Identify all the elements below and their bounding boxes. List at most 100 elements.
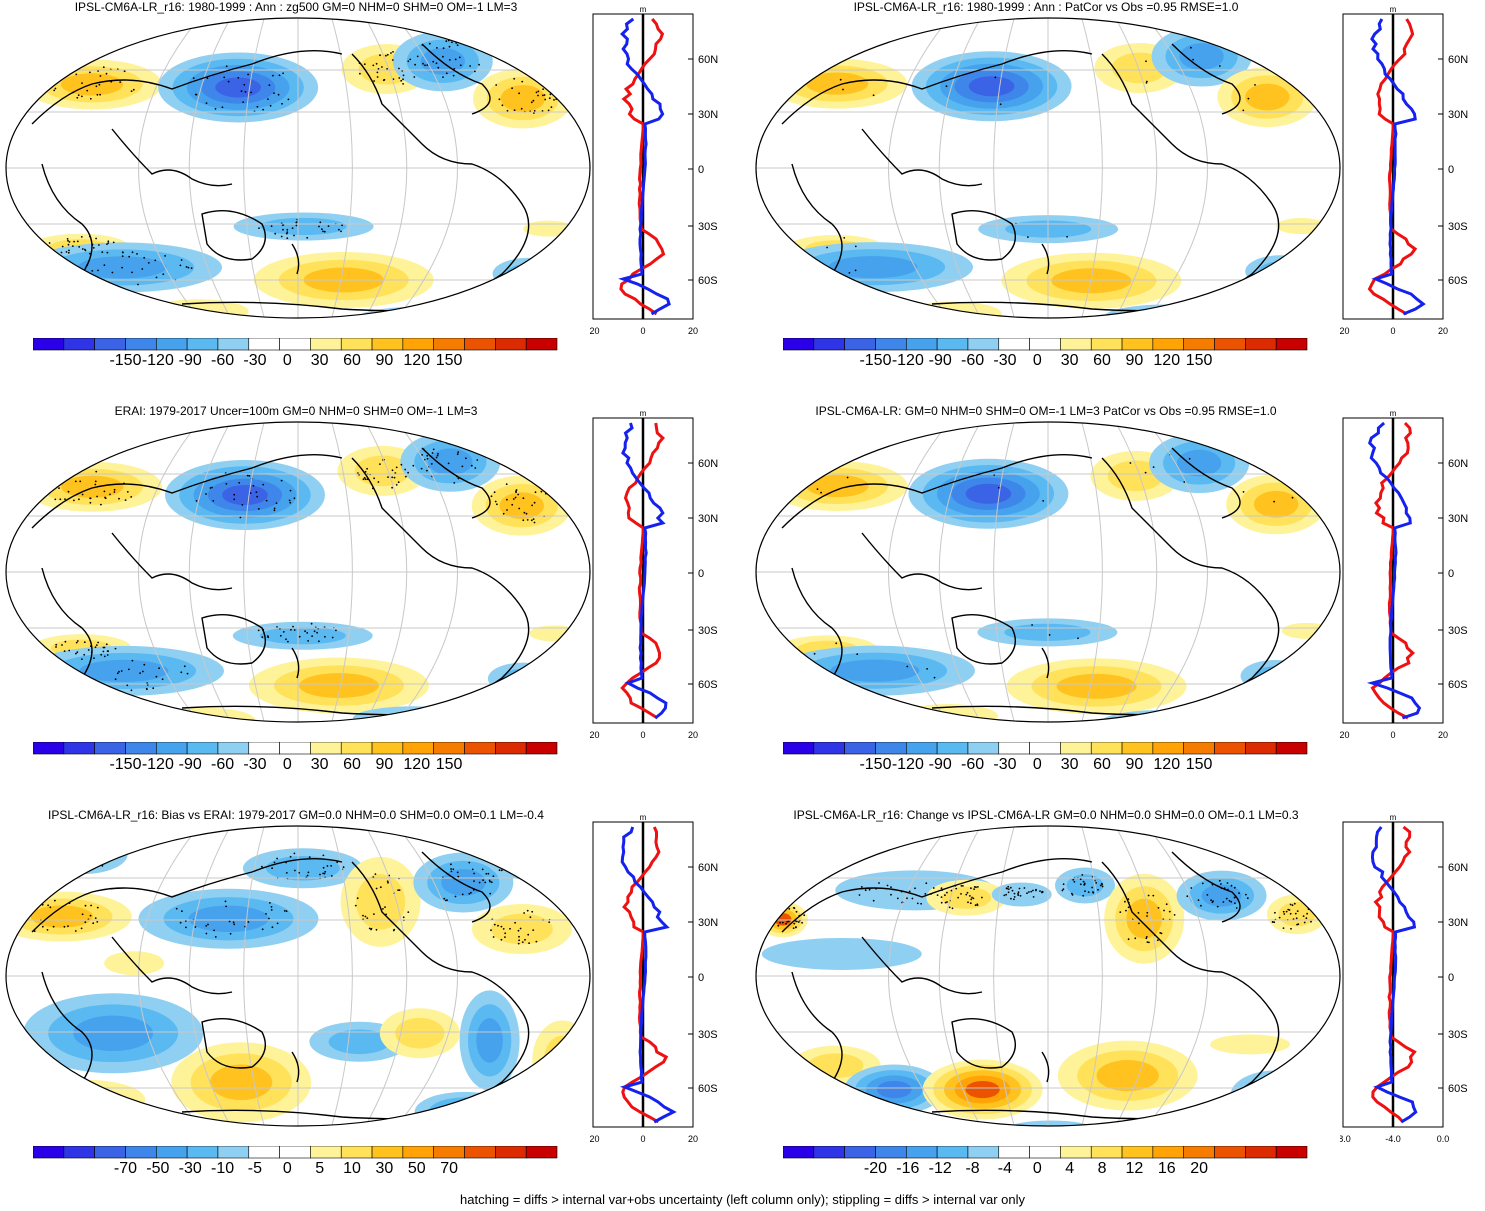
colorbar-tick-label: -120 [891,352,924,369]
profile-line-red [621,826,669,1124]
profile-line-red [1370,421,1416,720]
profile-line-blue [618,17,671,316]
lat-tick-label: 30N [698,109,718,121]
map-outline [5,421,591,723]
map-outline [755,17,1341,319]
lat-tick-label: 0 [698,568,704,580]
profile-tick-label: 0 [640,326,645,336]
colorbar-tick-label: -30 [993,352,1017,369]
lat-tick-label: 60S [1448,275,1468,287]
profile-tick-label: 0 [640,1134,645,1144]
lat-tick-label: 60S [1448,679,1468,691]
lat-tick-label: 60S [698,679,718,691]
colorbar-tick-label: -60 [211,352,235,369]
colorbar-tick-label: -30 [243,352,267,369]
lat-tick-label: 60N [1448,458,1468,470]
profile-tick-label: 20 [688,730,698,740]
colorbar-tick-label: -4 [997,1160,1013,1177]
zonal-profile: m 60N 30N 0 30S 60S -20 0 20 [590,813,718,1144]
colorbar-tick-label: 0 [1032,352,1042,369]
profile-tick-label: -20 [1340,730,1350,740]
profile-tick-label: -8.0 [1340,1134,1351,1144]
profile-tick-label: 20 [688,1134,698,1144]
colorbar [783,1146,1308,1159]
colorbar-tick-label: 50 [407,1160,426,1177]
lat-tick-label: 30S [1448,1029,1468,1041]
profile-tick-label: 0 [640,730,645,740]
colorbar-tick-label: -60 [961,756,985,773]
footnote: hatching = diffs > internal var+obs unce… [460,1192,1025,1207]
colorbar-tick-label: -30 [243,756,267,773]
lat-tick-label: 60S [698,1083,718,1095]
colorbar-tick-label: 60 [1093,756,1111,773]
colorbar-tick-label: 0 [1032,756,1042,773]
unit-label: m [1390,813,1397,822]
colorbar-tick-label: 120 [403,352,431,369]
profile-line-red [1367,18,1418,316]
colorbar-tick-label: 60 [343,756,361,773]
colorbar-tick-label: 0 [1032,1160,1042,1177]
colorbar-tick-label: 30 [310,352,329,369]
colorbar-tick-label: -30 [178,1160,202,1177]
map-outline [5,825,591,1127]
colorbar-tick-label: 16 [1157,1160,1176,1177]
profile-line-blue [621,422,668,720]
unit-label: m [640,813,647,822]
lat-tick-label: 30S [698,625,718,637]
lat-tick-label: 0 [1448,164,1454,176]
lat-tick-label: 0 [1448,972,1454,984]
colorbar-tick-label: 90 [375,352,394,369]
colorbar-tick-label: -16 [896,1160,920,1177]
colorbar-tick-label: -12 [928,1160,952,1177]
panel-3: ERAI: 1979-2017 Uncer=100m GM=0 NHM=0 SH… [0,404,740,804]
colorbar-tick-label: 0 [282,1160,292,1177]
profile-line-blue [619,826,677,1124]
colorbar-tick-label: 0 [282,352,292,369]
panel-2: IPSL-CM6A-LR_r16: 1980-1999 : Ann : PatC… [750,0,1485,400]
profile-line-red [620,422,665,720]
colorbar-tick-label: 8 [1097,1160,1107,1177]
colorbar-tick-label: -150 [109,756,142,773]
profile-tick-label: -20 [590,326,600,336]
colorbar-tick-label: 60 [343,352,361,369]
unit-label: m [1390,409,1397,418]
colorbar-tick-label: -90 [928,756,952,773]
lat-tick-label: 30S [698,221,718,233]
lat-tick-label: 30S [1448,625,1468,637]
colorbar [783,338,1308,351]
colorbar-tick-label: 150 [435,352,463,369]
colorbar-tick-label: 150 [435,756,463,773]
colorbar-tick-label: -90 [928,352,952,369]
colorbar-tick-label: 150 [1185,352,1213,369]
world-map [5,825,591,1127]
profile-tick-label: 20 [1438,730,1448,740]
unit-label: m [640,409,647,418]
profile-tick-label: 0.0 [1437,1134,1450,1144]
panel-4: IPSL-CM6A-LR: GM=0 NHM=0 SHM=0 OM=-1 LM=… [750,404,1485,804]
lat-tick-label: 30N [1448,917,1468,929]
colorbar-tick-label: -90 [178,756,202,773]
map-outline [5,17,591,319]
panel-1: IPSL-CM6A-LR_r16: 1980-1999 : Ann : zg50… [0,0,740,400]
colorbar-tick-label: -30 [993,756,1017,773]
lat-tick-label: 30S [698,1029,718,1041]
colorbar-tick-label: 120 [1153,756,1181,773]
zonal-profile: m 60N 30N 0 30S 60S -20 0 20 [590,409,718,740]
map-title: IPSL-CM6A-LR_r16: 1980-1999 : Ann : PatC… [853,0,1239,14]
colorbar-tick-label: 90 [1125,756,1144,773]
colorbar-tick-label: 30 [375,1160,394,1177]
colorbar-tick-label: -50 [146,1160,170,1177]
profile-line-blue [1370,826,1418,1124]
zonal-profile: m 60N 30N 0 30S 60S -8.0 -4.0 0.0 [1340,813,1468,1144]
lat-tick-label: 60N [698,54,718,66]
colorbar-tick-label: 120 [403,756,431,773]
map-title: IPSL-CM6A-LR_r16: Change vs IPSL-CM6A-LR… [793,808,1299,822]
lat-tick-label: 60N [698,862,718,874]
map-outline [755,825,1341,1127]
lat-tick-label: 60S [1448,1083,1468,1095]
colorbar-tick-label: -70 [113,1160,138,1177]
colorbar-tick-label: 90 [375,756,394,773]
zonal-profile: m 60N 30N 0 30S 60S -20 0 20 [590,5,718,336]
world-map [755,825,1341,1127]
colorbar [783,742,1308,755]
